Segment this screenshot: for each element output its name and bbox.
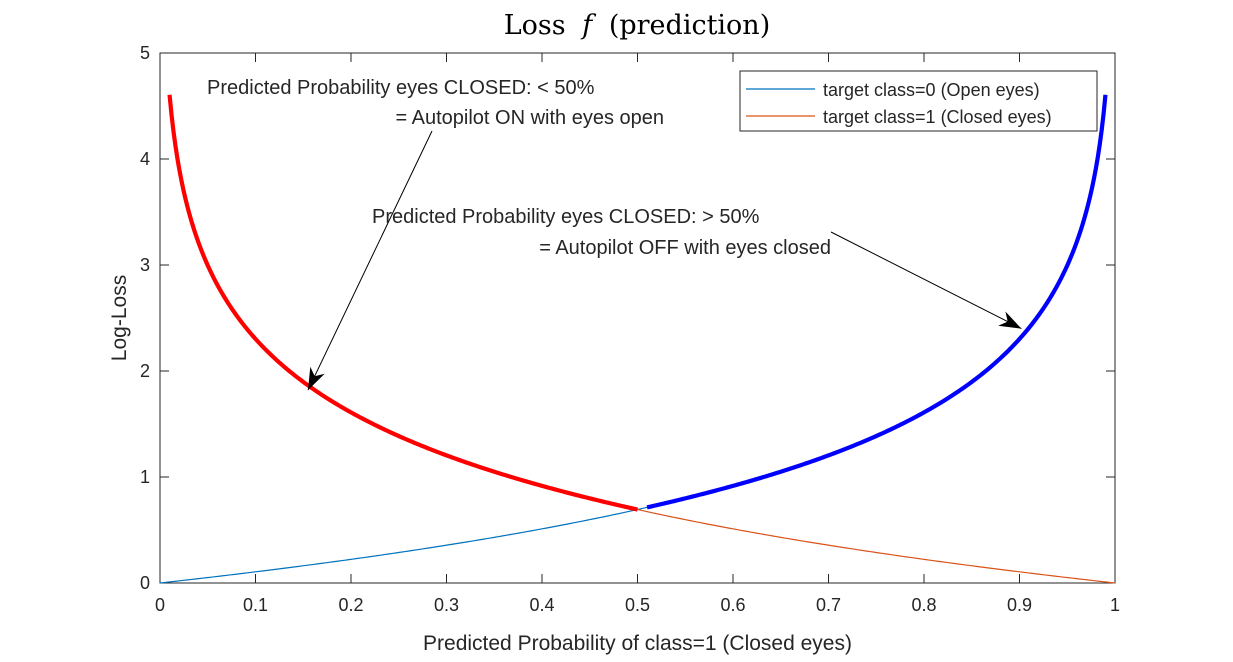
- annotation-left-line-1: Predicted Probability eyes CLOSED: < 50%: [207, 77, 595, 99]
- y-tick-label: 5: [140, 43, 150, 63]
- chart-title-main: Loss: [504, 10, 566, 41]
- legend: target class=0 (Open eyes) target class=…: [739, 70, 1098, 132]
- x-tick-label: 0: [155, 595, 165, 615]
- x-tick-label: 1: [1110, 595, 1120, 615]
- annotation-left-arrow-head: [308, 366, 325, 391]
- x-tick-label: 0.1: [243, 595, 268, 615]
- chart-title-paren: (prediction): [609, 10, 770, 41]
- plot-frame: [159, 52, 1116, 584]
- x-tick-label: 0.9: [1007, 595, 1032, 615]
- annotation-right-line-1: Predicted Probability eyes CLOSED: > 50%: [372, 206, 760, 228]
- legend-box: [739, 70, 1098, 132]
- x-tick-label: 0.3: [434, 595, 459, 615]
- annotation-right-arrow-head: [998, 311, 1022, 329]
- x-tick-label: 0.6: [720, 595, 745, 615]
- y-tick-label: 4: [140, 149, 150, 169]
- y-axis-label: Log-Loss: [108, 275, 131, 361]
- annotation-right-line-2: = Autopilot OFF with eyes closed: [539, 237, 831, 259]
- x-axis-label: Predicted Probability of class=1 (Closed…: [423, 632, 852, 655]
- chart-title: Loss f (prediction): [504, 10, 771, 41]
- y-tick-label: 2: [140, 361, 150, 381]
- highlight-layer: [167, 94, 1108, 512]
- x-tick-label: 0.2: [338, 595, 363, 615]
- annotation-right-arrow-line: [830, 231, 1022, 330]
- x-tick-label: 0.4: [529, 595, 554, 615]
- chart-title-italic: f: [580, 10, 596, 41]
- highlight-blue-segment: [646, 94, 1108, 510]
- annotation-left-line-2: = Autopilot ON with eyes open: [396, 107, 665, 129]
- x-axis-ticks: 0 0.1 0.2 0.3 0.4 0.5 0.6 0.7 0.8 0.9 1: [155, 53, 1120, 615]
- legend-label-closed-eyes: target class=1 (Closed eyes): [823, 107, 1052, 127]
- annotation-left-arrow-line: [307, 130, 433, 391]
- y-tick-label: 0: [140, 573, 150, 593]
- x-tick-label: 0.7: [816, 595, 841, 615]
- x-tick-label: 0.8: [911, 595, 936, 615]
- legend-label-open-eyes: target class=0 (Open eyes): [823, 80, 1040, 100]
- y-tick-label: 3: [140, 255, 150, 275]
- annotation-layer: [307, 130, 1022, 391]
- y-tick-label: 1: [140, 467, 150, 487]
- x-tick-label: 0.5: [625, 595, 650, 615]
- highlight-red-segment: [167, 94, 638, 512]
